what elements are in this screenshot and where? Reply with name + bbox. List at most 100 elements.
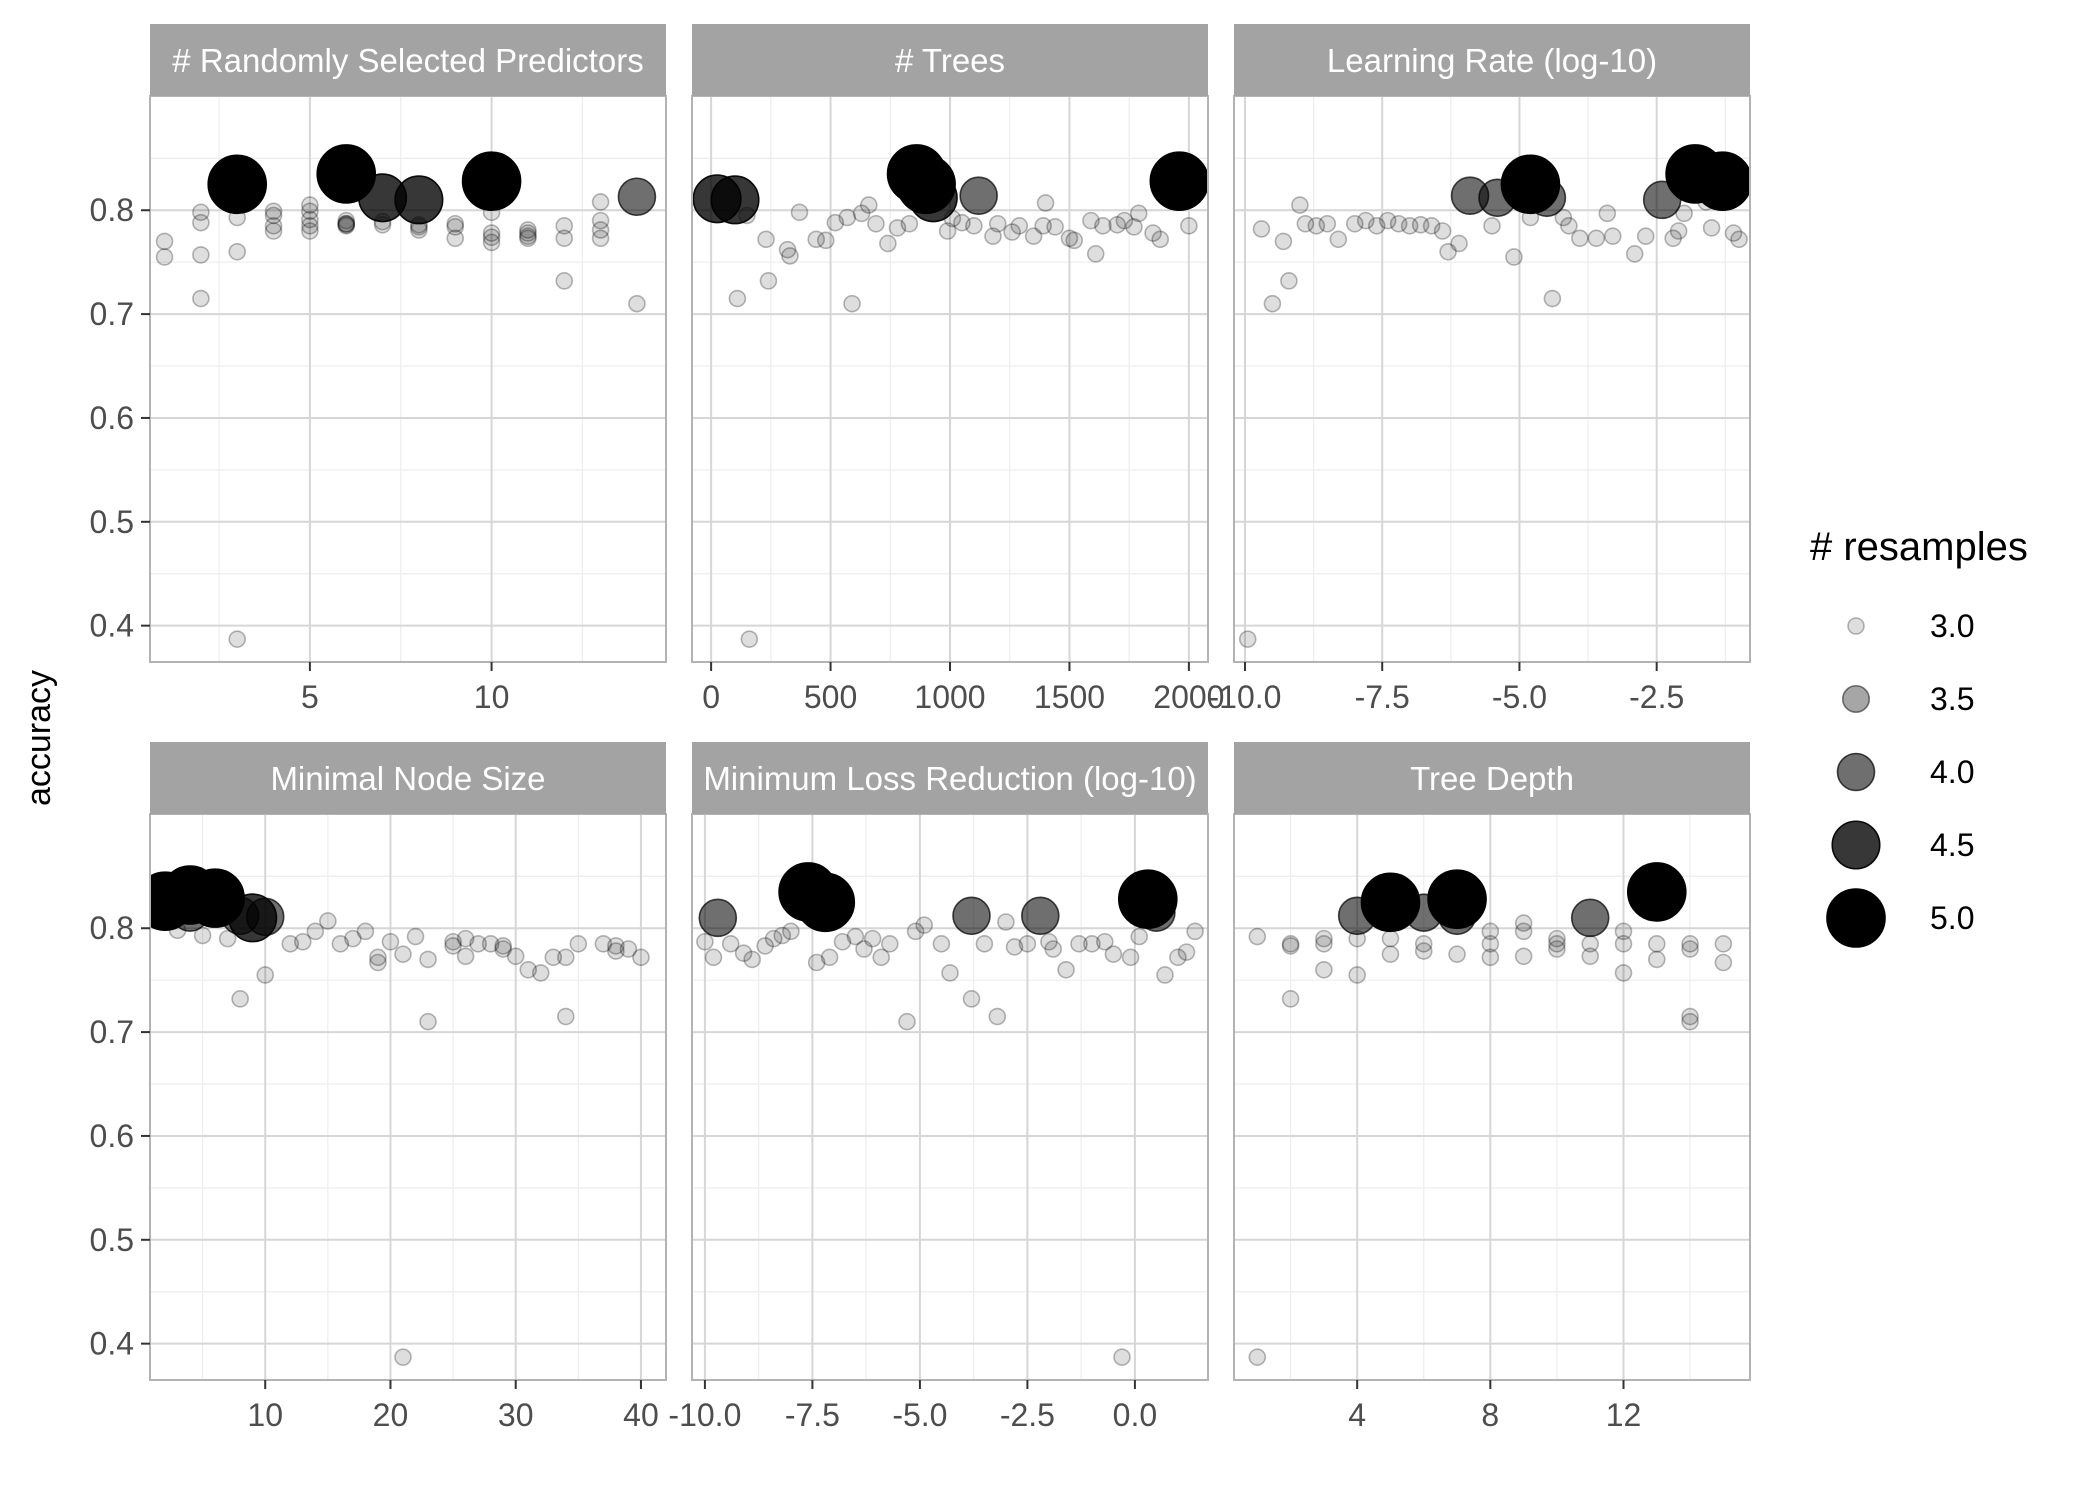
data-point [1548, 935, 1566, 953]
x-tick-label: -10.0 [668, 1397, 741, 1433]
data-point [264, 206, 283, 225]
points [1248, 862, 1733, 1366]
data-point [555, 217, 574, 235]
data-point [1560, 217, 1578, 235]
data-point [456, 929, 475, 948]
strip-label: Tree Depth [1410, 760, 1574, 797]
data-point [494, 937, 512, 955]
data-point [1018, 935, 1037, 953]
data-point [838, 208, 857, 227]
data-point [519, 227, 537, 246]
data-point [555, 272, 574, 290]
x-tick-label: 1000 [914, 679, 985, 715]
data-point [444, 937, 462, 955]
data-point [880, 935, 899, 953]
data-point [1675, 204, 1693, 223]
data-point [1647, 950, 1666, 969]
data-point [1130, 927, 1148, 946]
points [150, 865, 650, 1366]
strip-label: Minimal Node Size [270, 760, 545, 797]
data-point [1448, 945, 1466, 964]
data-point [888, 219, 907, 237]
data-point [1021, 896, 1060, 936]
data-point [1003, 223, 1021, 241]
data-point [932, 935, 951, 953]
data-point [406, 927, 425, 946]
data-point [734, 944, 753, 962]
data-point [807, 230, 826, 249]
legend: # resamples 3.0 3.5 4.0 4.5 5.0 [1810, 525, 2028, 948]
data-point [906, 922, 925, 941]
data-point [1129, 204, 1148, 223]
data-point [1411, 215, 1430, 234]
data-point [1252, 220, 1271, 238]
data-point [1121, 948, 1140, 967]
data-point [1481, 948, 1500, 967]
legend-label: 3.0 [1930, 608, 1974, 644]
data-point [696, 932, 714, 951]
data-point [1281, 937, 1300, 955]
data-point [1543, 289, 1562, 308]
x-tick-label: -7.5 [785, 1397, 840, 1433]
data-point [301, 196, 319, 214]
data-point [1714, 935, 1733, 953]
data-point [1500, 154, 1561, 215]
data-point [1060, 229, 1079, 248]
legend-title: # resamples [1810, 525, 2028, 569]
data-point [1381, 945, 1400, 964]
data-point [1724, 224, 1743, 242]
data-point [555, 229, 574, 248]
x-tick-label: -2.5 [1000, 1397, 1055, 1433]
data-point [337, 215, 356, 234]
data-point [1414, 942, 1433, 960]
data-point [1483, 217, 1501, 235]
data-point [807, 953, 826, 972]
data-point [1281, 935, 1300, 953]
data-point [591, 211, 610, 230]
points [692, 144, 1208, 648]
data-point [619, 940, 638, 958]
x-tick-label: 2000 [1153, 679, 1224, 715]
data-point [867, 214, 885, 233]
data-point [519, 224, 537, 242]
data-point [1177, 943, 1196, 961]
x-tick-label: 30 [498, 1397, 534, 1433]
data-point [506, 947, 525, 966]
x-tick-label: 40 [623, 1397, 659, 1433]
data-point [1280, 272, 1298, 290]
data-point [1702, 219, 1721, 237]
strip-background [692, 24, 1208, 96]
data-point [1149, 151, 1208, 211]
data-point [790, 203, 809, 222]
data-point [1422, 217, 1441, 235]
data-point [256, 966, 275, 984]
panel-6: Tree Depth 4 8 12 [1233, 742, 1751, 1433]
data-point [531, 964, 550, 982]
legend-key [1841, 684, 1871, 714]
data-point [896, 154, 956, 215]
strip-label: Learning Rate (log-10) [1327, 42, 1657, 79]
strip-label: Minimum Loss Reduction (log-10) [703, 760, 1196, 797]
data-point [757, 230, 775, 249]
data-point [1315, 960, 1333, 979]
y-tick-label: 0.6 [90, 1118, 134, 1154]
data-point [482, 233, 501, 252]
data-point [1281, 990, 1300, 1008]
data-point [898, 1012, 916, 1031]
data-point [192, 213, 210, 232]
data-point [155, 232, 174, 251]
data-point [852, 204, 871, 223]
data-point [264, 222, 283, 240]
data-point [1070, 935, 1088, 953]
facet-panels: # Randomly Selected Predictors 5 10 0.4 0.5 0… [90, 24, 1751, 1433]
legend-key [1831, 820, 1881, 870]
data-point [1329, 230, 1348, 249]
data-point [344, 929, 362, 948]
data-point [1345, 214, 1364, 233]
data-point [941, 964, 959, 982]
data-point [1681, 935, 1699, 953]
data-point [826, 213, 845, 232]
data-point [231, 990, 249, 1008]
data-point [381, 932, 400, 951]
data-point [192, 289, 210, 308]
